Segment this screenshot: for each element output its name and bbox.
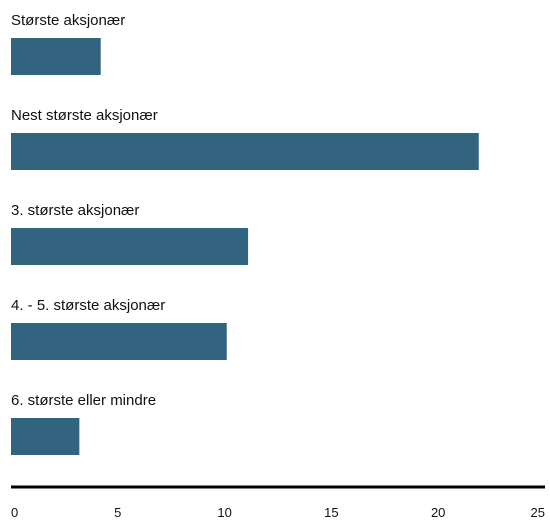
category-label: 3. største aksjonær (11, 202, 139, 219)
x-tick-label: 10 (217, 505, 231, 520)
x-tick-label: 0 (11, 505, 18, 520)
bar (11, 418, 80, 455)
bar (11, 228, 249, 265)
x-tick-label: 5 (114, 505, 121, 520)
x-tick-label: 15 (324, 505, 338, 520)
x-tick-label: 25 (531, 505, 545, 520)
bar (11, 38, 101, 75)
bar (11, 323, 227, 360)
category-label: 6. største eller mindre (11, 392, 156, 409)
category-label: 4. - 5. største aksjonær (11, 297, 165, 314)
bar (11, 133, 479, 170)
category-label: Største aksjonær (11, 12, 125, 29)
category-label: Nest største aksjonær (11, 107, 158, 124)
x-tick-label: 20 (431, 505, 445, 520)
